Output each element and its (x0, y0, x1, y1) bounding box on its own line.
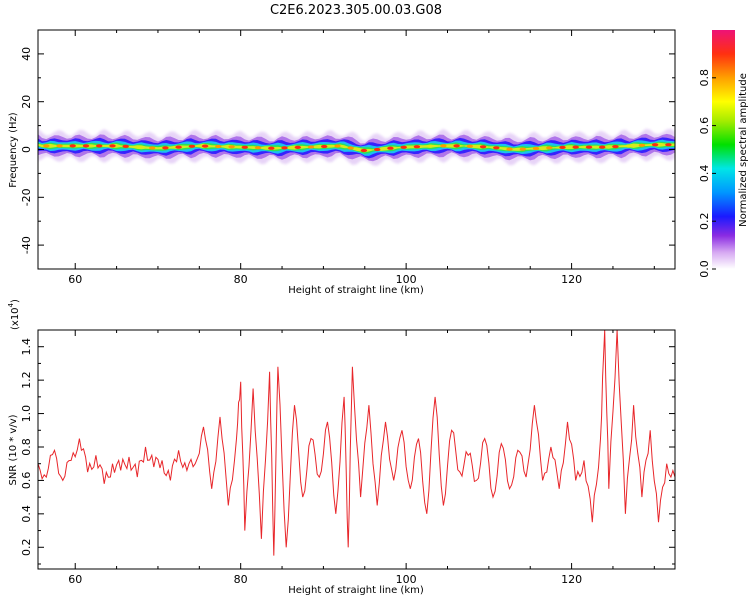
y-tick-label: -20 (20, 188, 33, 206)
spectrogram-peak (228, 145, 235, 149)
x-tick-label: 120 (561, 573, 582, 586)
x-tick-label: 80 (234, 273, 248, 286)
y-tick-label: 0 (20, 146, 33, 153)
colorbar-tick-label: 0.6 (698, 117, 711, 135)
spectrogram-peak (162, 146, 169, 150)
snr-multiplier-exponent: 4 (7, 302, 15, 307)
spectrogram-peak (585, 145, 593, 149)
spectrogram-peak (96, 144, 103, 148)
spectrogram-peak (426, 144, 434, 148)
spectrogram-peak (453, 144, 460, 148)
y-tick-label: -40 (20, 236, 33, 254)
x-tick-label: 60 (68, 573, 82, 586)
spectrogram-peak (82, 144, 90, 148)
spectrogram-peak (651, 143, 659, 147)
spectrogram-peak (374, 147, 381, 152)
spectrogram-peak (135, 145, 143, 149)
spectrogram-peak (334, 144, 341, 148)
spectrogram-peak (625, 144, 632, 148)
snr-frame (37, 329, 676, 570)
snr-x-axis-label: Height of straight line (km) (288, 585, 424, 596)
spectrogram-peak (532, 146, 540, 150)
spectrogram-peak (56, 144, 63, 148)
colorbar-tick-label: 0.2 (698, 212, 711, 230)
x-tick-label: 80 (234, 573, 248, 586)
snr-x-ticks: 60 80 100 120 (68, 330, 655, 586)
spectrogram-peak (360, 148, 368, 153)
spectrogram-peak (506, 147, 513, 151)
y-tick-label: 40 (20, 47, 33, 61)
spectrogram-peak (400, 145, 407, 149)
spectrogram-peak (294, 145, 301, 149)
colorbar-tick-label: 0.8 (698, 69, 711, 87)
spectrogram-y-ticks: 40 20 0 -20 -40 (20, 29, 675, 270)
spectrogram-peak (307, 145, 315, 149)
spectrogram-band (38, 128, 675, 166)
spectrogram-peak (519, 147, 526, 151)
spectrogram-peak (559, 145, 566, 149)
spectrogram-peak (612, 145, 619, 149)
spectrogram-peak (572, 145, 579, 149)
spectrogram-peak (43, 144, 50, 148)
spectrogram-peak (387, 146, 394, 150)
spectrogram-y-axis-label: Frequency (Hz) (8, 112, 19, 188)
colorbar-tick-label: 0.0 (698, 260, 711, 278)
snr-multiplier-suffix: ) (10, 299, 21, 303)
x-tick-label: 100 (396, 573, 417, 586)
y-tick-label: 1.2 (20, 371, 33, 389)
spectrogram-peak (241, 145, 248, 149)
colorbar-gradient (712, 30, 735, 269)
colorbar-label: Normalized spectral amplitude (738, 73, 749, 227)
spectrogram-peak (122, 144, 129, 148)
spectrogram-peak (546, 146, 553, 150)
spectrogram-peak (268, 146, 275, 150)
spectrogram-band-layer (38, 142, 675, 153)
y-tick-label: 0.2 (20, 539, 33, 557)
spectrogram-peak (188, 144, 196, 148)
snr-y-ticks: 0.2 0.4 0.6 0.8 1.0 1.2 1.4 (20, 329, 675, 565)
colorbar-ticks: 0.0 0.2 0.4 0.6 0.8 (698, 69, 716, 278)
spectrogram-peak (599, 145, 606, 149)
y-tick-label: 0.8 (20, 438, 33, 456)
y-tick-label: 20 (20, 95, 33, 109)
y-tick-label: 1.0 (20, 405, 33, 423)
x-tick-label: 120 (561, 273, 582, 286)
spectrogram-peak (201, 144, 209, 148)
spectrogram-peak (479, 145, 487, 149)
snr-multiplier-label: (x104) (7, 299, 21, 330)
spectrogram-peak (321, 144, 328, 149)
spectrogram-peak (149, 146, 156, 150)
spectrogram-peak (493, 146, 500, 150)
spectrogram-peak (440, 144, 447, 148)
y-tick-label: 1.4 (20, 338, 33, 356)
spectrogram-x-ticks: 60 80 100 120 (68, 30, 655, 286)
spectrogram-peak (215, 144, 222, 149)
snr-plot-area (38, 330, 675, 569)
spectrogram-x-axis-label: Height of straight line (km) (288, 285, 424, 296)
spectrogram-peak (665, 143, 672, 147)
spectrogram-peak (466, 144, 473, 148)
colorbar-tick-label: 0.4 (698, 165, 711, 183)
spectrogram-peak (638, 143, 646, 147)
x-tick-label: 60 (68, 273, 82, 286)
spectrogram-peak (413, 145, 421, 149)
snr-y-axis-label: SNR (10 * v/v) (8, 414, 19, 485)
y-tick-label: 0.6 (20, 472, 33, 490)
x-tick-label: 100 (396, 273, 417, 286)
snr-multiplier-prefix: (x10 (10, 307, 21, 330)
figure-title: C2E6.2023.305.00.03.G08 (270, 3, 442, 18)
y-tick-label: 0.4 (20, 505, 33, 523)
colorbar: 0.0 0.2 0.4 0.6 0.8 Normalized spectral ampl… (698, 30, 749, 278)
spectrogram-peak (175, 145, 182, 149)
snr-series-line (38, 330, 675, 556)
spectrogram-peak (109, 144, 116, 148)
snr-panel: 60 80 100 120 0.2 0.4 0.6 0.8 1.0 1.2 1.4 Height … (7, 299, 676, 596)
spectrogram-peak (347, 146, 354, 150)
spectrogram-panel: 60 80 100 120 40 20 0 -20 -40 Height of straigh… (8, 29, 676, 296)
spectrogram-peak (281, 146, 288, 150)
spectrogram-peak (254, 146, 262, 150)
spectrogram-peak (69, 144, 76, 148)
